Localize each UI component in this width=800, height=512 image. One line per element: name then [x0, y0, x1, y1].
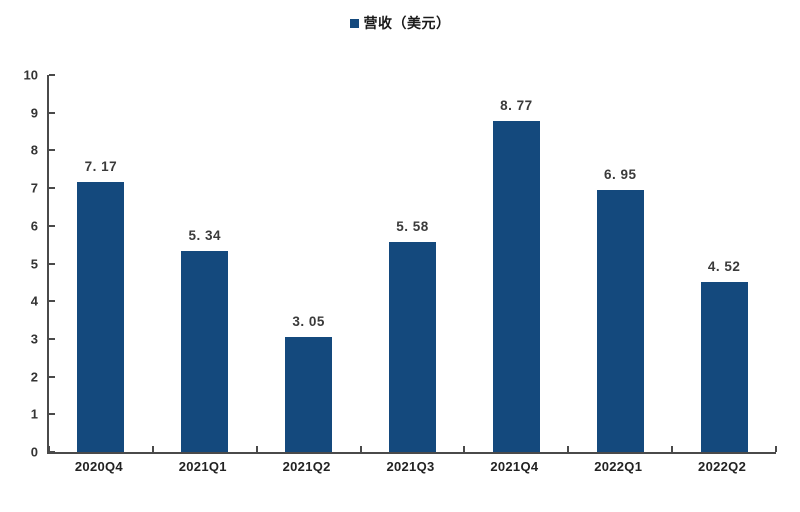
y-axis-tick-label: 8 [30, 142, 38, 158]
x-axis-tick [775, 446, 777, 452]
bar-value-label: 7. 17 [84, 158, 118, 174]
x-axis-tick [151, 446, 154, 452]
bar-value-label: 5. 58 [396, 218, 429, 234]
x-axis-labels: 2020Q4 2021Q1 2021Q2 2021Q3 2021Q4 2022Q1 2022… [47, 459, 774, 474]
y-axis-tick-label: 7 [30, 180, 38, 196]
bar [596, 190, 644, 452]
x-axis-tick-label: 2022Q2 [698, 459, 747, 474]
x-axis-tick-label: 2021Q3 [386, 459, 435, 474]
y-axis-tick [49, 413, 55, 416]
x-axis-tick-label: 2021Q2 [282, 459, 331, 474]
bar [285, 337, 333, 452]
y-axis-tick [49, 300, 55, 303]
x-axis-tick-label: 2021Q1 [178, 459, 227, 474]
chart-legend: 营收（美元） [0, 13, 800, 33]
bar-value-label: 3. 05 [292, 314, 325, 330]
x-axis-tick [463, 446, 466, 452]
x-axis-tick [359, 446, 362, 452]
bar [77, 181, 125, 452]
y-axis-tick [49, 187, 55, 190]
x-axis-tick-label: 2020Q4 [74, 459, 123, 474]
bar [492, 121, 540, 452]
y-axis-tick [49, 337, 55, 340]
y-axis-tick [49, 375, 55, 378]
x-axis-tick-label: 2021Q4 [490, 459, 539, 474]
y-axis-tick-label: 3 [30, 331, 38, 347]
bar-value-label: 4. 52 [707, 258, 741, 274]
x-axis-tick-label: 2022Q1 [594, 459, 643, 474]
x-axis-tick [48, 446, 50, 452]
bar [389, 241, 436, 452]
bar-column: 7. 17 [49, 75, 153, 452]
y-axis-tick [49, 74, 55, 76]
y-axis-tick [49, 149, 55, 152]
y-axis-tick [49, 451, 55, 453]
bar-value-label: 6. 95 [603, 167, 637, 182]
bar-column: 5. 58 [361, 75, 465, 452]
bar-column: 5. 34 [153, 75, 257, 452]
y-axis-tick-label: 2 [30, 369, 38, 385]
legend-square-icon [349, 18, 359, 28]
bar-value-label: 5. 34 [188, 227, 222, 243]
y-axis-tick-label: 9 [30, 105, 38, 121]
y-axis-labels: 0 1 2 3 4 5 6 7 8 9 10 [0, 69, 38, 459]
plot-area: 7. 17 5. 34 3. 05 5. 58 8. 77 6. 95 4. 52 [47, 74, 777, 454]
bar [181, 250, 229, 452]
y-axis-tick-label: 5 [30, 256, 38, 271]
y-axis-tick [49, 224, 55, 227]
x-axis-tick [567, 446, 570, 452]
y-axis-tick-label: 6 [30, 218, 38, 234]
bar-column: 6. 95 [568, 75, 672, 452]
y-axis-tick [49, 262, 55, 265]
y-axis-tick [49, 111, 55, 114]
bar [700, 281, 748, 452]
bars: 7. 17 5. 34 3. 05 5. 58 8. 77 6. 95 4. 52 [49, 75, 776, 452]
legend-label: 营收（美元） [363, 15, 451, 31]
bar-column: 4. 52 [672, 75, 776, 452]
bar-value-label: 8. 77 [500, 98, 533, 114]
y-axis-tick-label: 4 [30, 293, 38, 309]
y-axis-tick-label: 10 [23, 67, 38, 83]
bar-column: 8. 77 [464, 75, 568, 452]
x-axis-tick [671, 446, 674, 452]
bar-column: 3. 05 [257, 75, 361, 452]
y-axis-tick-label: 0 [30, 444, 38, 460]
x-axis-tick [255, 446, 258, 452]
y-axis-tick-label: 1 [30, 406, 38, 422]
